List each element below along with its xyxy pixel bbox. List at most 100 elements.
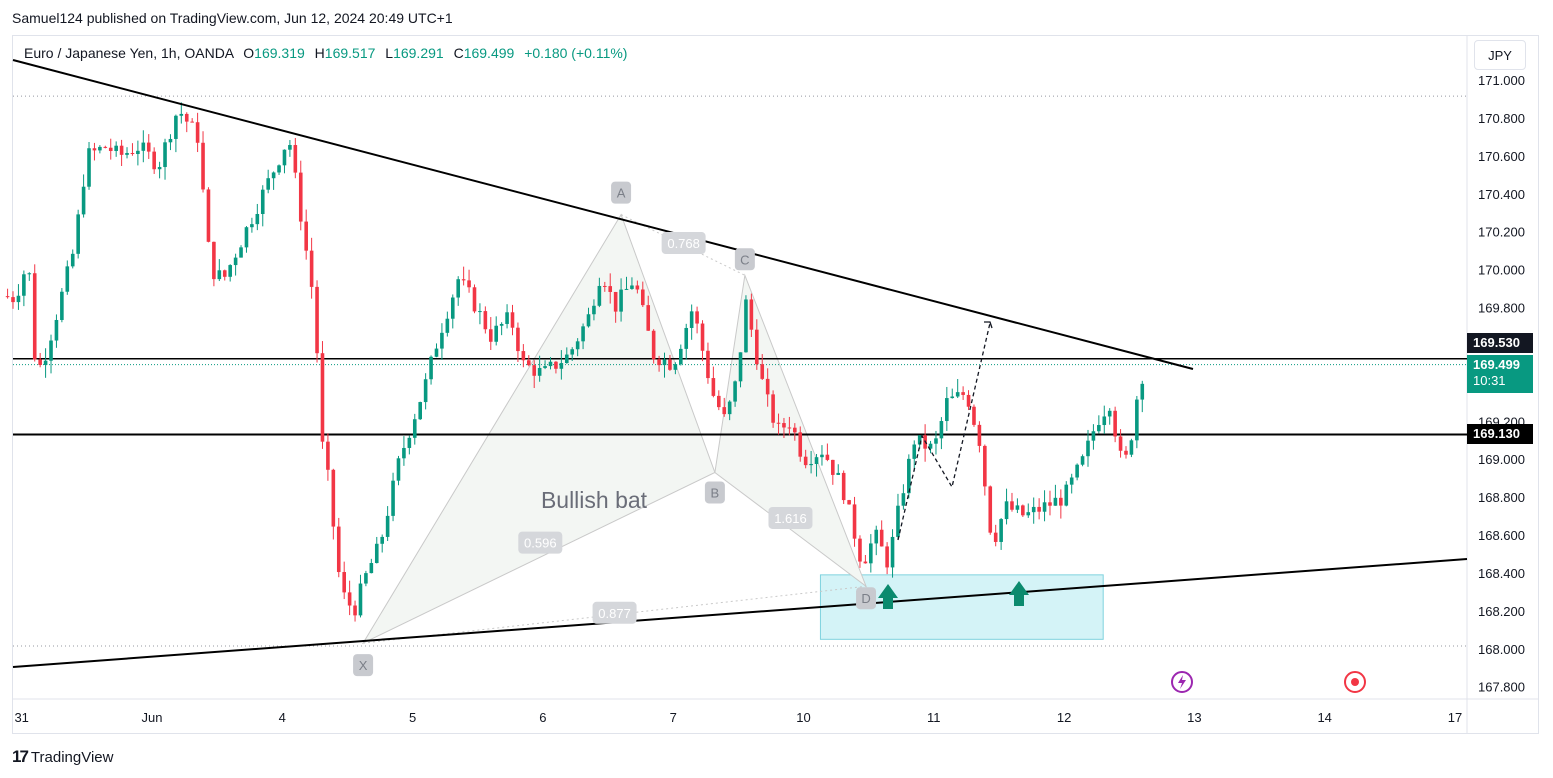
candle-body bbox=[250, 224, 254, 228]
x-tick-label: 13 bbox=[1187, 710, 1201, 725]
candle-body bbox=[630, 285, 634, 289]
candle-body bbox=[168, 138, 173, 143]
last-price-value: 169.499 bbox=[1473, 357, 1520, 372]
symbol-title[interactable]: Euro / Japanese Yen, 1h, OANDA bbox=[24, 45, 234, 61]
candle-body bbox=[304, 221, 308, 251]
candle-body bbox=[478, 311, 482, 313]
open-label: O bbox=[243, 45, 255, 61]
x-tick-label: 17 bbox=[1448, 710, 1462, 725]
bat-triangle-bcd bbox=[714, 273, 868, 588]
candle-body bbox=[532, 365, 537, 376]
currency-button[interactable]: JPY bbox=[1474, 40, 1526, 70]
candle-body bbox=[575, 341, 580, 350]
candle-body bbox=[1075, 464, 1079, 478]
candle-body bbox=[445, 318, 450, 333]
candle-body bbox=[559, 363, 564, 369]
bat-xd-line bbox=[363, 585, 867, 644]
y-tick-label: 168.600 bbox=[1478, 528, 1525, 543]
y-tick-label: 168.200 bbox=[1478, 604, 1525, 619]
candle-body bbox=[847, 500, 851, 505]
x-tick-label: 6 bbox=[539, 710, 546, 725]
ratio-label: 0.768 bbox=[667, 236, 700, 251]
candle-body bbox=[602, 285, 607, 287]
candles-group bbox=[5, 102, 1145, 622]
candle-body bbox=[315, 286, 319, 354]
pattern-point-C: C bbox=[740, 252, 749, 267]
candle-body bbox=[1037, 506, 1041, 512]
candle-body bbox=[1091, 431, 1096, 441]
candle-body bbox=[456, 279, 461, 298]
candle-body bbox=[217, 270, 222, 280]
candle-body bbox=[858, 538, 862, 562]
candle-body bbox=[184, 113, 189, 122]
candle-body bbox=[32, 273, 37, 360]
candle-body bbox=[320, 353, 325, 442]
candle-body bbox=[1064, 484, 1069, 506]
candle-body bbox=[624, 288, 629, 290]
y-tick-label: 170.800 bbox=[1478, 111, 1525, 126]
candle-body bbox=[1015, 505, 1020, 510]
candle-body bbox=[890, 536, 895, 568]
candle-body bbox=[288, 145, 292, 150]
candle-body bbox=[879, 529, 884, 547]
candle-body bbox=[706, 350, 710, 379]
y-tick-label: 168.400 bbox=[1478, 566, 1525, 581]
candle-body bbox=[673, 364, 678, 370]
candle-body bbox=[336, 526, 341, 573]
lightning-icon[interactable] bbox=[1171, 671, 1193, 693]
candle-body bbox=[912, 444, 917, 459]
candle-body bbox=[141, 142, 146, 151]
candle-body bbox=[765, 378, 770, 395]
candle-body bbox=[809, 463, 813, 466]
candle-body bbox=[961, 392, 965, 395]
descending-trendline bbox=[12, 59, 1194, 370]
y-tick-label: 170.000 bbox=[1478, 263, 1525, 278]
level-badge-mid: 169.130 bbox=[1467, 424, 1533, 444]
candle-body bbox=[738, 352, 743, 382]
candle-body bbox=[271, 172, 276, 179]
up-arrow-icon bbox=[1009, 581, 1029, 606]
projection-arrow-head bbox=[984, 321, 993, 329]
low-label: L bbox=[385, 45, 394, 61]
ohlc-legend: Euro / Japanese Yen, 1h, OANDA O169.319 … bbox=[24, 45, 627, 61]
up-arrow-icon bbox=[878, 584, 898, 609]
candle-body bbox=[298, 172, 303, 222]
candle-body bbox=[934, 438, 938, 444]
tradingview-logo[interactable]: 17 TradingView bbox=[12, 747, 113, 767]
candle-body bbox=[711, 378, 716, 396]
candle-body bbox=[87, 148, 91, 187]
candle-body bbox=[92, 148, 97, 151]
candle-body bbox=[157, 167, 162, 170]
y-tick-label: 169.000 bbox=[1478, 452, 1525, 467]
candle-body bbox=[755, 329, 759, 365]
candle-body bbox=[869, 543, 873, 564]
candle-body bbox=[11, 297, 15, 303]
pattern-name-label: Bullish bat bbox=[541, 487, 648, 513]
x-tick-label: 11 bbox=[927, 710, 941, 725]
high-label: H bbox=[314, 45, 325, 61]
candle-body bbox=[793, 427, 797, 433]
candle-body bbox=[689, 311, 694, 328]
candle-body bbox=[54, 319, 59, 341]
candle-body bbox=[586, 314, 591, 327]
candle-body bbox=[369, 563, 374, 574]
candle-body bbox=[1048, 502, 1052, 506]
candle-body bbox=[212, 241, 216, 280]
candle-body bbox=[331, 469, 336, 527]
candle-body bbox=[798, 432, 803, 457]
candle-body bbox=[43, 360, 48, 365]
ratio-box bbox=[592, 601, 637, 624]
candle-body bbox=[717, 395, 721, 408]
pattern-point-box bbox=[704, 481, 725, 504]
record-icon[interactable] bbox=[1344, 671, 1366, 693]
candle-body bbox=[125, 152, 129, 155]
open-value: 169.319 bbox=[254, 45, 305, 61]
candle-body bbox=[526, 360, 531, 366]
y-tick-label: 170.200 bbox=[1478, 225, 1525, 240]
candle-body bbox=[309, 250, 314, 287]
candle-body bbox=[407, 437, 412, 448]
candle-body bbox=[945, 398, 949, 422]
candle-body bbox=[521, 351, 526, 361]
candle-body bbox=[820, 454, 824, 458]
